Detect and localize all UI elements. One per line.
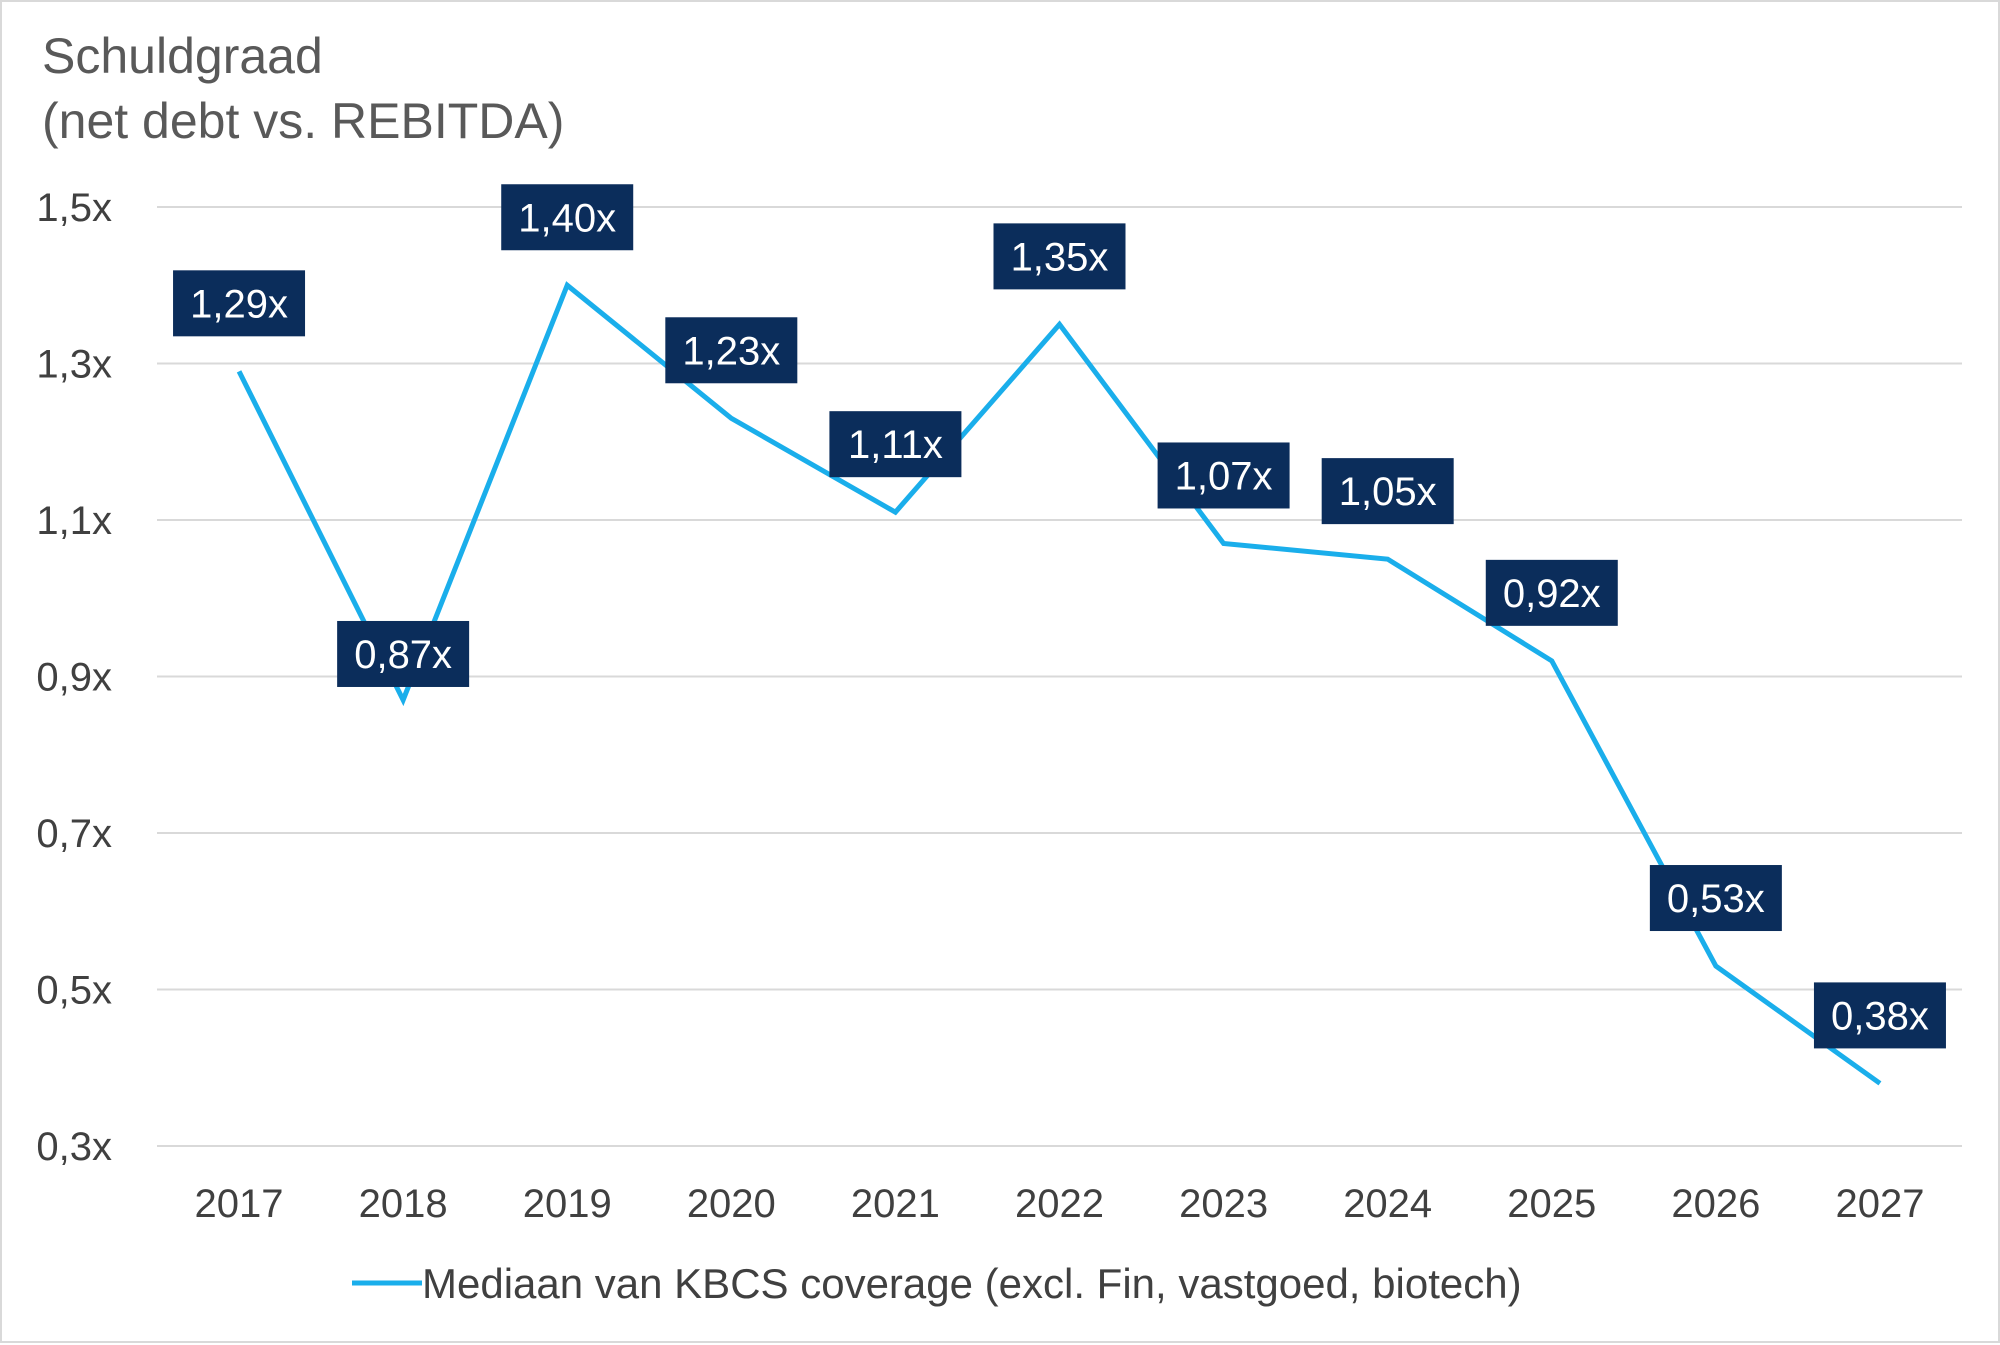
data-label: 1,07x [1157,442,1290,509]
data-label-text: 0,87x [354,633,452,677]
data-label-text: 1,23x [682,329,780,373]
data-label: 1,23x [665,317,798,384]
data-label-box [665,317,798,384]
x-tick-label: 2027 [1835,1182,1924,1226]
data-label-box [173,270,306,337]
data-label-box [993,223,1126,290]
data-label-box [1485,559,1618,626]
data-label: 0,53x [1649,865,1782,932]
data-label: 1,40x [501,184,634,251]
data-label-text: 1,40x [518,196,616,240]
x-tick-label: 2022 [1015,1182,1104,1226]
data-labels: 1,29x 0,87x 1,40x 1,23x 1,11x 1,35x 1,07x 1,05x… [173,184,1946,1049]
data-label-box [337,620,470,687]
x-tick-label: 2021 [851,1182,940,1226]
data-label-text: 0,38x [1831,994,1929,1038]
data-label-box [1157,442,1290,509]
chart-title: Schuldgraad (net debt vs. REBITDA) [42,24,564,154]
data-label: 0,87x [337,620,470,687]
data-label-box [1649,865,1782,932]
data-label-box [1813,982,1946,1049]
data-label-text: 1,05x [1339,470,1437,514]
data-label: 0,92x [1485,559,1618,626]
y-tick-label: 1,1x [36,499,112,543]
legend: Mediaan van KBCS coverage (excl. Fin, va… [352,1260,1522,1307]
y-tick-label: 0,3x [36,1125,112,1169]
x-tick-label: 2018 [359,1182,448,1226]
chart-title-line-1: Schuldgraad [42,28,323,84]
data-label: 1,35x [993,223,1126,290]
data-label-box [501,184,634,251]
x-tick-label: 2019 [523,1182,612,1226]
x-tick-label: 2025 [1507,1182,1596,1226]
y-tick-label: 0,7x [36,812,112,856]
y-axis-tick-labels: 0,3x 0,5x 0,7x 0,9x 1,1x 1,3x 1,5x [36,186,112,1169]
data-label-text: 1,35x [1011,235,1109,279]
x-tick-label: 2024 [1343,1182,1432,1226]
x-tick-label: 2026 [1671,1182,1760,1226]
series-line-layer [236,281,1882,1086]
x-axis-tick-labels: 2017 2018 2019 2020 2021 2022 2023 2024 2025 2026… [195,1182,1925,1226]
x-tick-label: 2023 [1179,1182,1268,1226]
gridlines [157,206,1962,1147]
x-tick-label: 2017 [195,1182,284,1226]
data-label: 1,29x [173,270,306,337]
data-label: 1,05x [1321,458,1454,525]
chart-title-line-2: (net debt vs. REBITDA) [42,93,565,149]
data-label: 0,38x [1813,982,1946,1049]
legend-label: Mediaan van KBCS coverage (excl. Fin, va… [422,1260,1522,1307]
data-label-box [829,411,962,478]
data-label-text: 0,53x [1667,877,1765,921]
series-line [236,281,1882,1086]
data-label-text: 0,92x [1503,572,1601,616]
y-tick-label: 1,5x [36,186,112,230]
data-label: 1,11x [829,411,962,478]
y-tick-label: 0,5x [36,969,112,1013]
y-tick-label: 0,9x [36,656,112,700]
data-label-text: 1,07x [1175,454,1273,498]
data-label-text: 1,29x [190,282,288,326]
data-label-text: 1,11x [848,423,943,467]
data-label-box [1321,458,1454,525]
x-tick-label: 2020 [687,1182,776,1226]
legend-item: Mediaan van KBCS coverage (excl. Fin, va… [352,1260,1522,1307]
y-tick-label: 1,3x [36,343,112,387]
